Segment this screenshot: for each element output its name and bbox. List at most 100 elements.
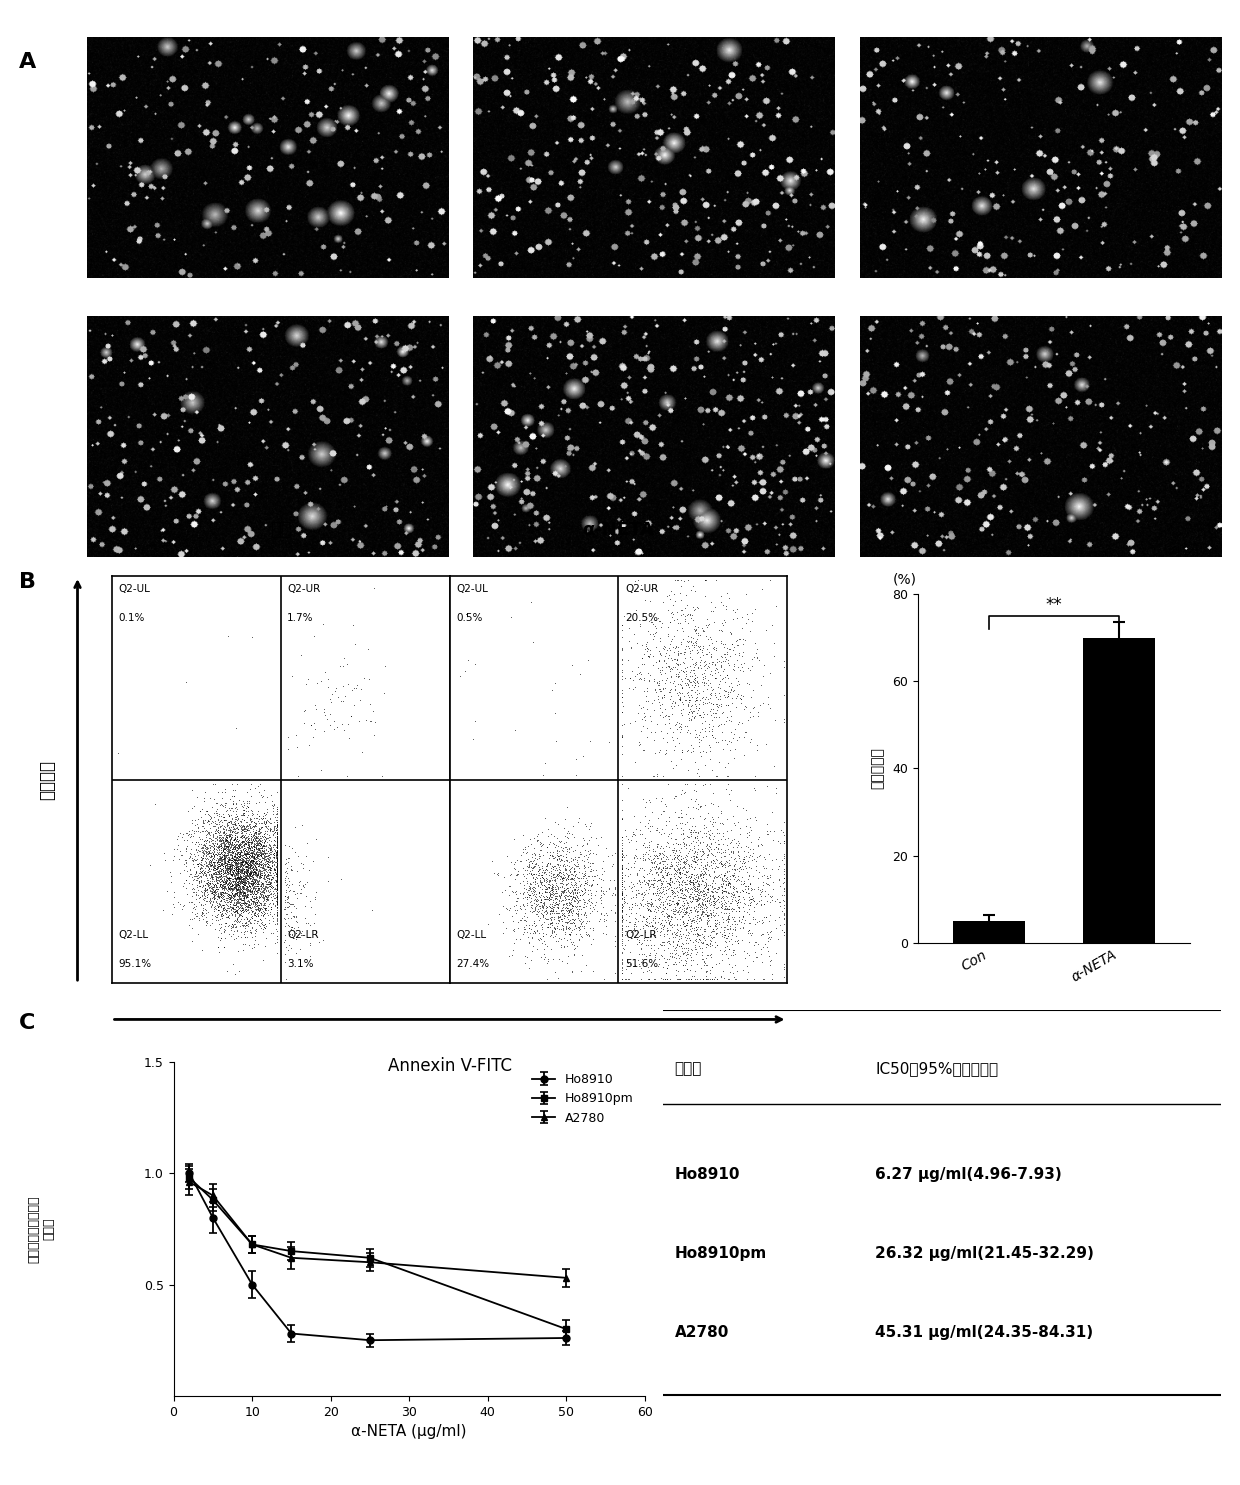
- Point: [258, 876, 278, 900]
- Point: [678, 839, 698, 863]
- Point: [206, 838, 226, 861]
- Point: [663, 671, 683, 695]
- Point: [267, 863, 286, 887]
- Point: [246, 835, 265, 858]
- Point: [262, 870, 281, 894]
- Point: [254, 915, 274, 939]
- Point: [714, 939, 734, 962]
- Point: [224, 845, 244, 869]
- Point: [587, 891, 606, 915]
- Point: [190, 820, 210, 843]
- Point: [537, 867, 557, 891]
- Point: [226, 716, 246, 740]
- Point: [647, 860, 667, 884]
- Point: [268, 885, 288, 909]
- Point: [660, 680, 680, 704]
- Point: [211, 845, 231, 869]
- Point: [226, 861, 246, 885]
- Point: [227, 854, 247, 878]
- Point: [227, 827, 247, 851]
- Point: [651, 891, 671, 915]
- Point: [197, 878, 217, 901]
- Point: [196, 863, 216, 887]
- Point: [243, 885, 263, 909]
- Point: [533, 903, 553, 927]
- Point: [268, 869, 288, 892]
- Point: [622, 876, 642, 900]
- Point: [611, 916, 631, 940]
- Point: [651, 910, 671, 934]
- Point: [756, 732, 776, 756]
- Point: [233, 802, 253, 826]
- Point: [644, 882, 663, 906]
- Point: [210, 885, 229, 909]
- Point: [207, 827, 227, 851]
- Point: [662, 649, 682, 673]
- Point: [657, 861, 677, 885]
- Point: [637, 644, 657, 668]
- Point: [233, 881, 253, 904]
- Point: [618, 952, 637, 976]
- Point: [661, 875, 681, 898]
- Point: [668, 673, 688, 696]
- Point: [227, 881, 247, 904]
- Point: [232, 830, 252, 854]
- Point: [223, 875, 243, 898]
- Point: [268, 849, 288, 873]
- Point: [546, 959, 565, 983]
- Point: [693, 947, 713, 971]
- Point: [667, 891, 687, 915]
- Point: [182, 778, 202, 802]
- Point: [574, 903, 594, 927]
- Point: [506, 894, 526, 918]
- Point: [651, 662, 671, 686]
- Point: [579, 922, 599, 946]
- Point: [252, 783, 272, 806]
- Point: [259, 824, 279, 848]
- Point: [215, 855, 234, 879]
- Point: [723, 943, 743, 967]
- Point: [578, 849, 598, 873]
- Point: [234, 842, 254, 866]
- Point: [537, 885, 557, 909]
- Point: [505, 849, 525, 873]
- Point: [634, 705, 653, 729]
- Point: [238, 870, 258, 894]
- Point: [263, 861, 283, 885]
- Point: [239, 879, 259, 903]
- Point: [681, 852, 701, 876]
- Point: [723, 857, 743, 881]
- Point: [229, 878, 249, 901]
- Point: [268, 891, 288, 915]
- Point: [632, 881, 652, 904]
- Point: [713, 821, 733, 845]
- Point: [248, 863, 268, 887]
- Point: [267, 869, 286, 892]
- Point: [684, 598, 704, 622]
- Point: [667, 839, 687, 863]
- Point: [714, 863, 734, 887]
- Point: [688, 922, 708, 946]
- Point: [195, 802, 215, 826]
- Point: [247, 811, 267, 835]
- Point: [730, 849, 750, 873]
- Point: [252, 872, 272, 895]
- Point: [249, 866, 269, 890]
- Point: [244, 842, 264, 866]
- Point: [658, 615, 678, 639]
- Point: [186, 861, 206, 885]
- Point: [520, 875, 539, 898]
- Point: [226, 890, 246, 913]
- Point: [187, 873, 207, 897]
- Point: [562, 897, 582, 921]
- Point: [242, 855, 262, 879]
- Point: [556, 867, 575, 891]
- Point: [243, 843, 263, 867]
- Point: [661, 852, 681, 876]
- Point: [684, 849, 704, 873]
- Point: [694, 665, 714, 689]
- Point: [254, 881, 274, 904]
- Point: [657, 937, 677, 961]
- Point: [232, 843, 252, 867]
- Point: [680, 925, 699, 949]
